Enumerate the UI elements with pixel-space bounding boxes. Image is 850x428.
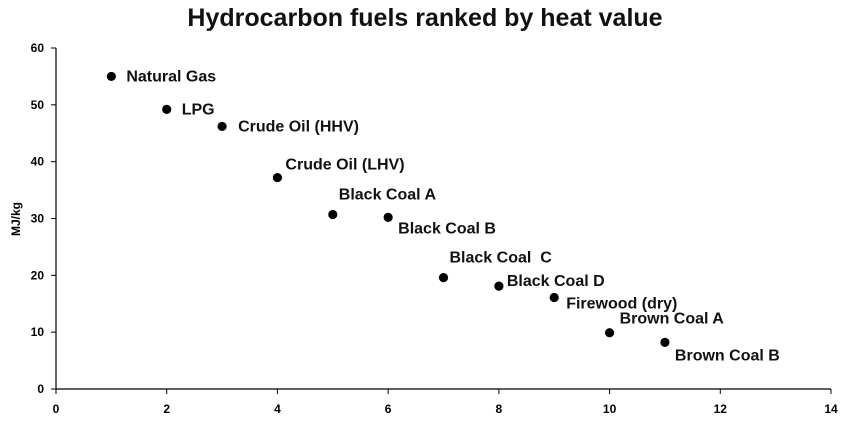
y-tick-label: 50 <box>31 98 45 112</box>
x-tick-label: 4 <box>274 402 281 416</box>
data-label: Natural Gas <box>126 68 216 85</box>
data-labels: Natural Gas LPG Crude Oil (HHV) Crude Oil (… <box>126 68 779 364</box>
data-point <box>162 104 172 114</box>
axes <box>51 47 832 394</box>
data-label: Black Coal A <box>339 187 437 204</box>
chart-title: Hydrocarbon fuels ranked by heat value <box>187 4 663 32</box>
data-points <box>106 71 670 347</box>
y-tick-label: 60 <box>31 41 45 55</box>
data-point <box>604 328 615 338</box>
data-label: Black Coal B <box>398 220 496 237</box>
y-tick-label: 30 <box>31 212 45 226</box>
data-label: Crude Oil (HHV) <box>238 118 359 135</box>
data-point <box>383 212 393 222</box>
y-tick-label: 10 <box>31 325 45 339</box>
data-point <box>106 71 116 82</box>
data-point <box>660 337 670 347</box>
y-tick-label: 0 <box>37 382 44 396</box>
data-point <box>494 281 504 291</box>
data-label: Brown Coal B <box>675 347 780 364</box>
data-point <box>549 292 559 303</box>
data-label: Black Coal C <box>450 250 553 267</box>
x-tick-label: 10 <box>603 402 617 416</box>
data-label: Black Coal D <box>507 273 605 290</box>
y-tick-label: 40 <box>31 155 45 169</box>
x-tick-label: 12 <box>714 402 728 416</box>
x-tick-label: 2 <box>163 402 170 416</box>
data-point <box>328 209 338 220</box>
y-axis-title: MJ/kg <box>9 202 23 236</box>
x-tick-label: 0 <box>53 402 60 416</box>
data-label: Crude Oil (LHV) <box>285 157 404 174</box>
data-point <box>217 121 227 132</box>
data-point <box>272 172 283 183</box>
tick-labels: 0 2 4 6 8 10 12 14 0 10 20 30 40 50 60 <box>31 41 838 416</box>
data-label: Brown Coal A <box>620 311 725 328</box>
data-point <box>438 273 449 283</box>
x-tick-label: 6 <box>385 402 392 416</box>
data-label: Firewood (dry) <box>566 295 677 312</box>
x-tick-label: 14 <box>824 402 838 416</box>
x-tick-label: 8 <box>496 402 503 416</box>
data-label: LPG <box>182 101 215 118</box>
y-tick-label: 20 <box>31 268 45 282</box>
